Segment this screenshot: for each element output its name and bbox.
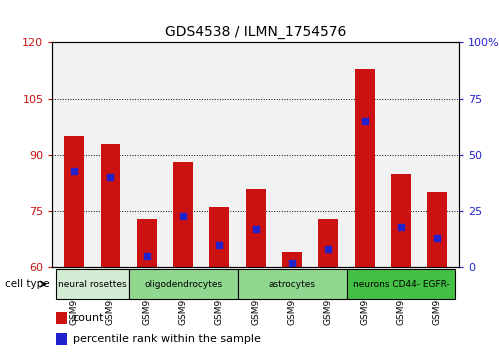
Bar xyxy=(100,144,120,267)
Bar xyxy=(246,189,266,267)
Bar xyxy=(346,269,456,299)
Point xyxy=(433,235,441,241)
Text: oligodendrocytes: oligodendrocytes xyxy=(144,280,222,289)
Bar xyxy=(210,207,230,267)
Text: percentile rank within the sample: percentile rank within the sample xyxy=(73,335,260,344)
Bar xyxy=(137,218,157,267)
Bar xyxy=(355,69,375,267)
Text: cell type: cell type xyxy=(5,279,49,289)
Bar xyxy=(64,136,84,267)
Text: neurons CD44- EGFR-: neurons CD44- EGFR- xyxy=(353,280,450,289)
Bar xyxy=(391,173,411,267)
Bar xyxy=(238,269,346,299)
Point xyxy=(288,260,296,266)
Point xyxy=(252,226,260,232)
Bar xyxy=(56,312,67,324)
Bar xyxy=(129,269,238,299)
Point xyxy=(324,246,332,252)
Text: astrocytes: astrocytes xyxy=(268,280,315,289)
Bar xyxy=(56,333,67,346)
Point xyxy=(106,175,114,180)
Bar xyxy=(282,252,302,267)
Point xyxy=(216,242,224,248)
Point xyxy=(70,168,78,173)
Text: neural rosettes: neural rosettes xyxy=(58,280,127,289)
Point xyxy=(397,224,405,230)
Bar xyxy=(56,269,129,299)
Point xyxy=(143,253,151,259)
Bar xyxy=(173,162,193,267)
Bar xyxy=(318,218,338,267)
Title: GDS4538 / ILMN_1754576: GDS4538 / ILMN_1754576 xyxy=(165,25,346,39)
Bar xyxy=(427,192,447,267)
Text: count: count xyxy=(73,313,104,323)
Point xyxy=(179,213,187,218)
Point xyxy=(361,118,369,124)
